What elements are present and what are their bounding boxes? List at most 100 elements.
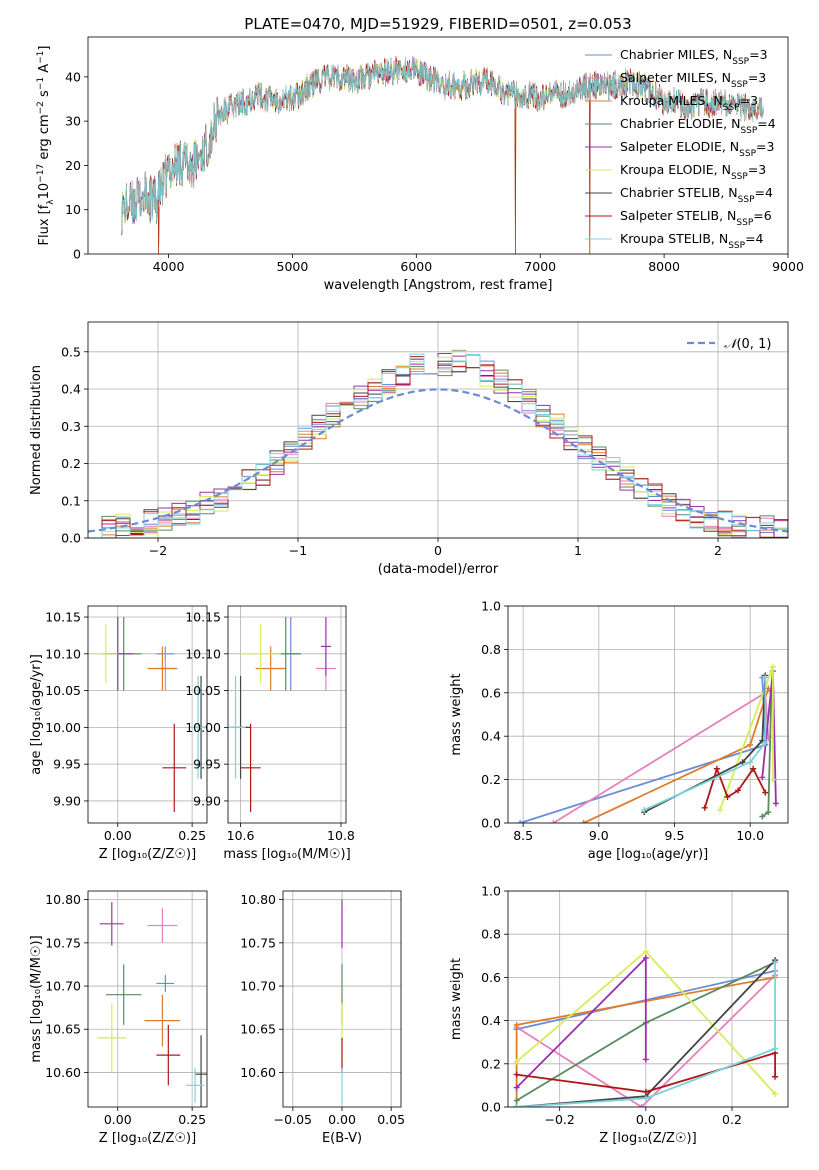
y-tick-label: 10.05	[45, 683, 81, 698]
y-tick-label: 0.4	[481, 729, 501, 744]
weight-point-marker	[772, 1073, 779, 1080]
x-tick-label: 9.0	[589, 828, 609, 843]
legend-label-sub: SSP	[728, 241, 745, 251]
errorbar-point	[240, 624, 281, 684]
x-tick-label: 0	[434, 543, 442, 558]
weight-point-marker	[642, 1088, 649, 1095]
ticks: −0.05 0.00 0.05 10.60 10.65 10.70 10.75 10.80	[240, 892, 405, 1127]
spectrum-series-line	[121, 56, 764, 254]
weight-point-marker	[517, 820, 524, 823]
legend-label-text: Salpeter ELODIE, N	[620, 139, 739, 154]
weight-point-marker	[642, 954, 649, 961]
legend-label: Kroupa ELODIE, NSSP=3	[620, 162, 766, 182]
y-tick-label: 0.2	[481, 772, 501, 787]
legend-label-text: Salpeter STELIB, N	[620, 208, 736, 223]
weight-vs-metallicity-panel: −0.2 0.0 0.2 0.0 0.2 0.4 0.6 0.8 1.0 Z [log₁₀(Z/Z…	[449, 884, 789, 1146]
x-tick-label: 2	[714, 543, 722, 558]
y-label-part: A	[37, 64, 52, 77]
legend-label-sub: SSP	[740, 126, 757, 136]
legend-label: Kroupa MILES, NSSP=3	[620, 93, 758, 113]
y-tick-label: 9.90	[193, 793, 221, 808]
x-axis-label: wavelength [Angstrom, rest frame]	[324, 278, 553, 293]
ticks: 4000 5000 6000 7000 8000 9000 0 10 20 30 40	[65, 69, 804, 274]
y-tick-label: 0.4	[481, 1013, 501, 1028]
weight-point-marker	[772, 1045, 779, 1052]
weight-series-line	[643, 677, 767, 811]
weight-point-marker	[762, 674, 769, 681]
errorbar-point	[228, 675, 246, 779]
y-tick-label: 10.65	[240, 1022, 276, 1037]
x-tick-label: 5000	[277, 259, 309, 274]
axes-frame	[87, 36, 789, 255]
legend-label-text: Chabrier STELIB, N	[620, 185, 738, 200]
y-axis-label: mass [log₁₀(M/M☉)]	[29, 935, 44, 1062]
legend-label-tail: =3	[749, 47, 767, 62]
x-tick-label: 0.2	[722, 1112, 742, 1127]
mass-vs-ebv-panel: −0.05 0.00 0.05 10.60 10.65 10.70 10.75 10.80 E(…	[240, 890, 405, 1146]
y-tick-label: 0.4	[61, 382, 81, 397]
legend-label-text: Salpeter MILES, N	[620, 70, 731, 85]
errorbar-point	[186, 1068, 205, 1103]
x-tick-label: −0.2	[545, 1112, 575, 1127]
y-tick-label: 0.6	[481, 685, 501, 700]
y-label-part: Flux [f	[37, 204, 52, 245]
errorbar-point	[96, 1003, 127, 1073]
legend-label-sub: SSP	[736, 218, 753, 228]
y-tick-label: 10.00	[45, 720, 81, 735]
grid	[228, 606, 346, 823]
y-tick-label: 10.60	[45, 1065, 81, 1080]
normal-curve-line	[87, 388, 789, 533]
weight-point-marker	[513, 1097, 520, 1104]
grid	[88, 891, 207, 1107]
y-tick-label: 10.10	[45, 646, 81, 661]
errorbar-point	[105, 964, 142, 1025]
weight-point-marker	[759, 774, 766, 781]
legend-label-tail: =6	[753, 208, 771, 223]
x-tick-label: 1	[574, 543, 582, 558]
legend-label-sub: SSP	[723, 103, 740, 113]
x-tick-label: 0.00	[104, 828, 132, 843]
weight-point-marker	[638, 1104, 645, 1107]
x-tick-label: 0.00	[104, 1112, 132, 1127]
legend-label-tail: =4	[755, 185, 773, 200]
axes-frame	[507, 605, 789, 824]
weight-point-marker	[701, 804, 708, 811]
legend-label: Chabrier MILES, NSSP=3	[620, 47, 768, 67]
x-tick-label: 0.25	[178, 828, 206, 843]
y-tick-label: 10.80	[45, 892, 81, 907]
y-tick-label: 10.05	[185, 683, 221, 698]
x-tick-label: 10.8	[327, 828, 355, 843]
weight-point-marker	[769, 663, 776, 670]
y-tick-label: 9.90	[53, 793, 81, 808]
figure-title: PLATE=0470, MJD=51929, FIBERID=0501, z=0…	[244, 15, 631, 33]
weight-point-marker	[772, 800, 779, 807]
weight-point-marker	[713, 765, 720, 772]
mass-vs-metallicity-panel: 0.00 0.25 10.60 10.65 10.70 10.75 10.80 Z [log₁…	[29, 890, 208, 1146]
weight-point-marker	[513, 1104, 520, 1107]
weight-lines	[513, 948, 779, 1107]
weight-point-marker	[769, 776, 776, 783]
y-tick-label: 10.75	[240, 935, 276, 950]
errorbar-point	[320, 617, 331, 676]
y-axis-label: age [log₁₀(age/yr)]	[29, 654, 44, 775]
ticks: 0.00 0.25 9.90 9.95 10.00 10.05 10.10 10.15	[45, 610, 206, 843]
legend-label-text: Kroupa ELODIE, N	[620, 162, 731, 177]
weight-point-marker	[513, 1071, 520, 1078]
legend-label-text: Kroupa MILES, N	[620, 93, 723, 108]
x-tick-label: 8000	[648, 259, 680, 274]
y-tick-label: 10.00	[185, 720, 221, 735]
errorbar-point	[189, 675, 207, 779]
legend-label-text: (0, 1)	[736, 337, 771, 352]
legend-label-text: Kroupa STELIB, N	[620, 231, 728, 246]
x-tick-label: 9000	[772, 259, 804, 274]
y-label-part: erg cm	[37, 114, 52, 163]
x-tick-label: 7000	[524, 259, 556, 274]
y-label-part: λ	[46, 199, 56, 205]
histograms	[88, 349, 788, 538]
ticks: 0.00 0.25 10.60 10.65 10.70 10.75 10.80	[45, 892, 206, 1127]
legend-label: Kroupa STELIB, NSSP=4	[620, 231, 764, 251]
y-tick-label: 0.8	[481, 642, 501, 657]
weight-point-marker	[772, 1091, 779, 1098]
age-vs-metallicity-panel: 0.00 0.25 9.90 9.95 10.00 10.05 10.10 10.15 Z [l…	[29, 605, 208, 862]
y-axis-label: mass weight	[449, 958, 464, 1040]
